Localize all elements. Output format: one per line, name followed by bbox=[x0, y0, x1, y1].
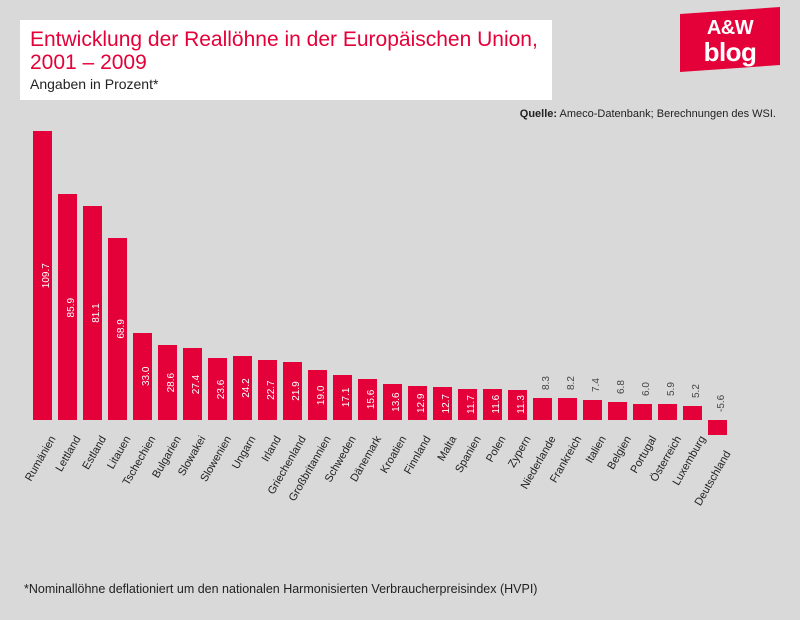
title-box: Entwicklung der Reallöhne in der Europäi… bbox=[20, 20, 552, 100]
bar-group: 7.4Italien bbox=[580, 130, 605, 440]
bar bbox=[608, 402, 627, 420]
bar bbox=[683, 406, 702, 420]
plot-area: 109.7Rumänien85.9Lettland81.1Estland68.9… bbox=[30, 130, 770, 440]
bar-group: 11.7Spanien bbox=[455, 130, 480, 440]
bar-value-label: 13.6 bbox=[383, 388, 402, 416]
bar-value-label: 12.7 bbox=[433, 391, 452, 416]
bar-group: 5.9Österreich bbox=[655, 130, 680, 440]
bar-value-label: 33.0 bbox=[133, 337, 152, 416]
bar-group: 24.2Ungarn bbox=[230, 130, 255, 440]
bar-value-label: 8.3 bbox=[533, 370, 552, 396]
bar-group: 22.7Irland bbox=[255, 130, 280, 440]
bar-value-label: 21.9 bbox=[283, 366, 302, 416]
bar-value-label: 7.4 bbox=[583, 372, 602, 398]
bar-group: 21.9Griechenland bbox=[280, 130, 305, 440]
bar-value-label: 22.7 bbox=[258, 364, 277, 416]
bar-group: 23.6Slowenien bbox=[205, 130, 230, 440]
x-axis-label: Deutschland bbox=[693, 449, 734, 508]
bar-group: 11.3Zypern bbox=[505, 130, 530, 440]
bar-value-label: 27.4 bbox=[183, 352, 202, 416]
bar bbox=[583, 400, 602, 420]
source-text: Ameco-Datenbank; Berechnungen des WSI. bbox=[560, 108, 776, 120]
bar-group: 109.7Rumänien bbox=[30, 130, 55, 440]
bar-value-label: 11.6 bbox=[483, 393, 502, 416]
source-citation: Quelle: Ameco-Datenbank; Berechnungen de… bbox=[520, 108, 776, 120]
bar-group: 28.6Bulgarien bbox=[155, 130, 180, 440]
bar-group: 8.2Frankreich bbox=[555, 130, 580, 440]
bar-group: 13.6Kroatien bbox=[380, 130, 405, 440]
bar-value-label: 6.8 bbox=[608, 374, 627, 400]
bar-group: 6.0Portugal bbox=[630, 130, 655, 440]
chart-title: Entwicklung der Reallöhne in der Europäi… bbox=[30, 28, 538, 74]
bar-group: 17.1Schweden bbox=[330, 130, 355, 440]
bar-value-label: 5.2 bbox=[683, 378, 702, 404]
bar-group: 85.9Lettland bbox=[55, 130, 80, 440]
bar-group: 81.1Estland bbox=[80, 130, 105, 440]
logo-line-1: A&W bbox=[680, 18, 780, 39]
bar-value-label: 19.0 bbox=[308, 374, 327, 416]
bar-group: 12.7Malta bbox=[430, 130, 455, 440]
bar-value-label: 11.3 bbox=[508, 394, 527, 416]
logo-text: A&W blog bbox=[680, 18, 780, 66]
x-axis-label: Rumänien bbox=[23, 434, 58, 483]
bar-value-label: 15.6 bbox=[358, 383, 377, 416]
bar-value-label: -5.6 bbox=[708, 390, 727, 416]
bar-value-label: 17.1 bbox=[333, 379, 352, 416]
bar bbox=[558, 398, 577, 420]
bar bbox=[633, 404, 652, 420]
bar bbox=[658, 404, 677, 420]
bar-group: 15.6Dänemark bbox=[355, 130, 380, 440]
bar-value-label: 11.7 bbox=[458, 393, 477, 416]
bar-group: 8.3Niederlande bbox=[530, 130, 555, 440]
bar-value-label: 109.7 bbox=[33, 135, 52, 416]
footnote: *Nominallöhne deflationiert um den natio… bbox=[24, 582, 537, 596]
bar-group: 12.9Finnland bbox=[405, 130, 430, 440]
bar-group: -5.6Deutschland bbox=[705, 130, 730, 440]
bar-value-label: 24.2 bbox=[233, 360, 252, 416]
bar-group: 11.6Polen bbox=[480, 130, 505, 440]
bar-group: 6.8Belgien bbox=[605, 130, 630, 440]
bar-group: 33.0Tschechien bbox=[130, 130, 155, 440]
bar-group: 27.4Slowakei bbox=[180, 130, 205, 440]
bar-group: 5.2Luxemburg bbox=[680, 130, 705, 440]
source-label: Quelle: bbox=[520, 108, 557, 120]
bar-value-label: 6.0 bbox=[633, 376, 652, 402]
aw-blog-logo: A&W blog bbox=[680, 14, 780, 74]
bar-value-label: 5.9 bbox=[658, 376, 677, 402]
bar-value-label: 8.2 bbox=[558, 370, 577, 396]
bar-group: 68.9Litauen bbox=[105, 130, 130, 440]
bar-value-label: 85.9 bbox=[58, 198, 77, 416]
bar bbox=[708, 420, 727, 435]
bar-value-label: 68.9 bbox=[108, 242, 127, 416]
bar-value-label: 28.6 bbox=[158, 349, 177, 416]
logo-line-2: blog bbox=[680, 39, 780, 66]
title-line-1: Entwicklung der Reallöhne in der Europäi… bbox=[30, 28, 538, 51]
bar-chart: 109.7Rumänien85.9Lettland81.1Estland68.9… bbox=[30, 130, 770, 530]
bar-value-label: 23.6 bbox=[208, 362, 227, 416]
title-line-2: 2001 – 2009 bbox=[30, 51, 147, 74]
chart-subtitle: Angaben in Prozent* bbox=[30, 76, 538, 92]
bar-value-label: 12.9 bbox=[408, 390, 427, 416]
bar bbox=[533, 398, 552, 420]
bar-group: 19.0Großbritannien bbox=[305, 130, 330, 440]
bar-value-label: 81.1 bbox=[83, 210, 102, 416]
